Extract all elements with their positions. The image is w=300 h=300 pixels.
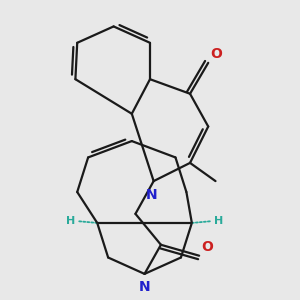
Text: N: N xyxy=(146,188,158,202)
Text: O: O xyxy=(210,47,222,61)
Text: O: O xyxy=(201,240,213,254)
Text: N: N xyxy=(139,280,150,294)
Text: H: H xyxy=(214,216,223,226)
Text: H: H xyxy=(66,216,75,226)
